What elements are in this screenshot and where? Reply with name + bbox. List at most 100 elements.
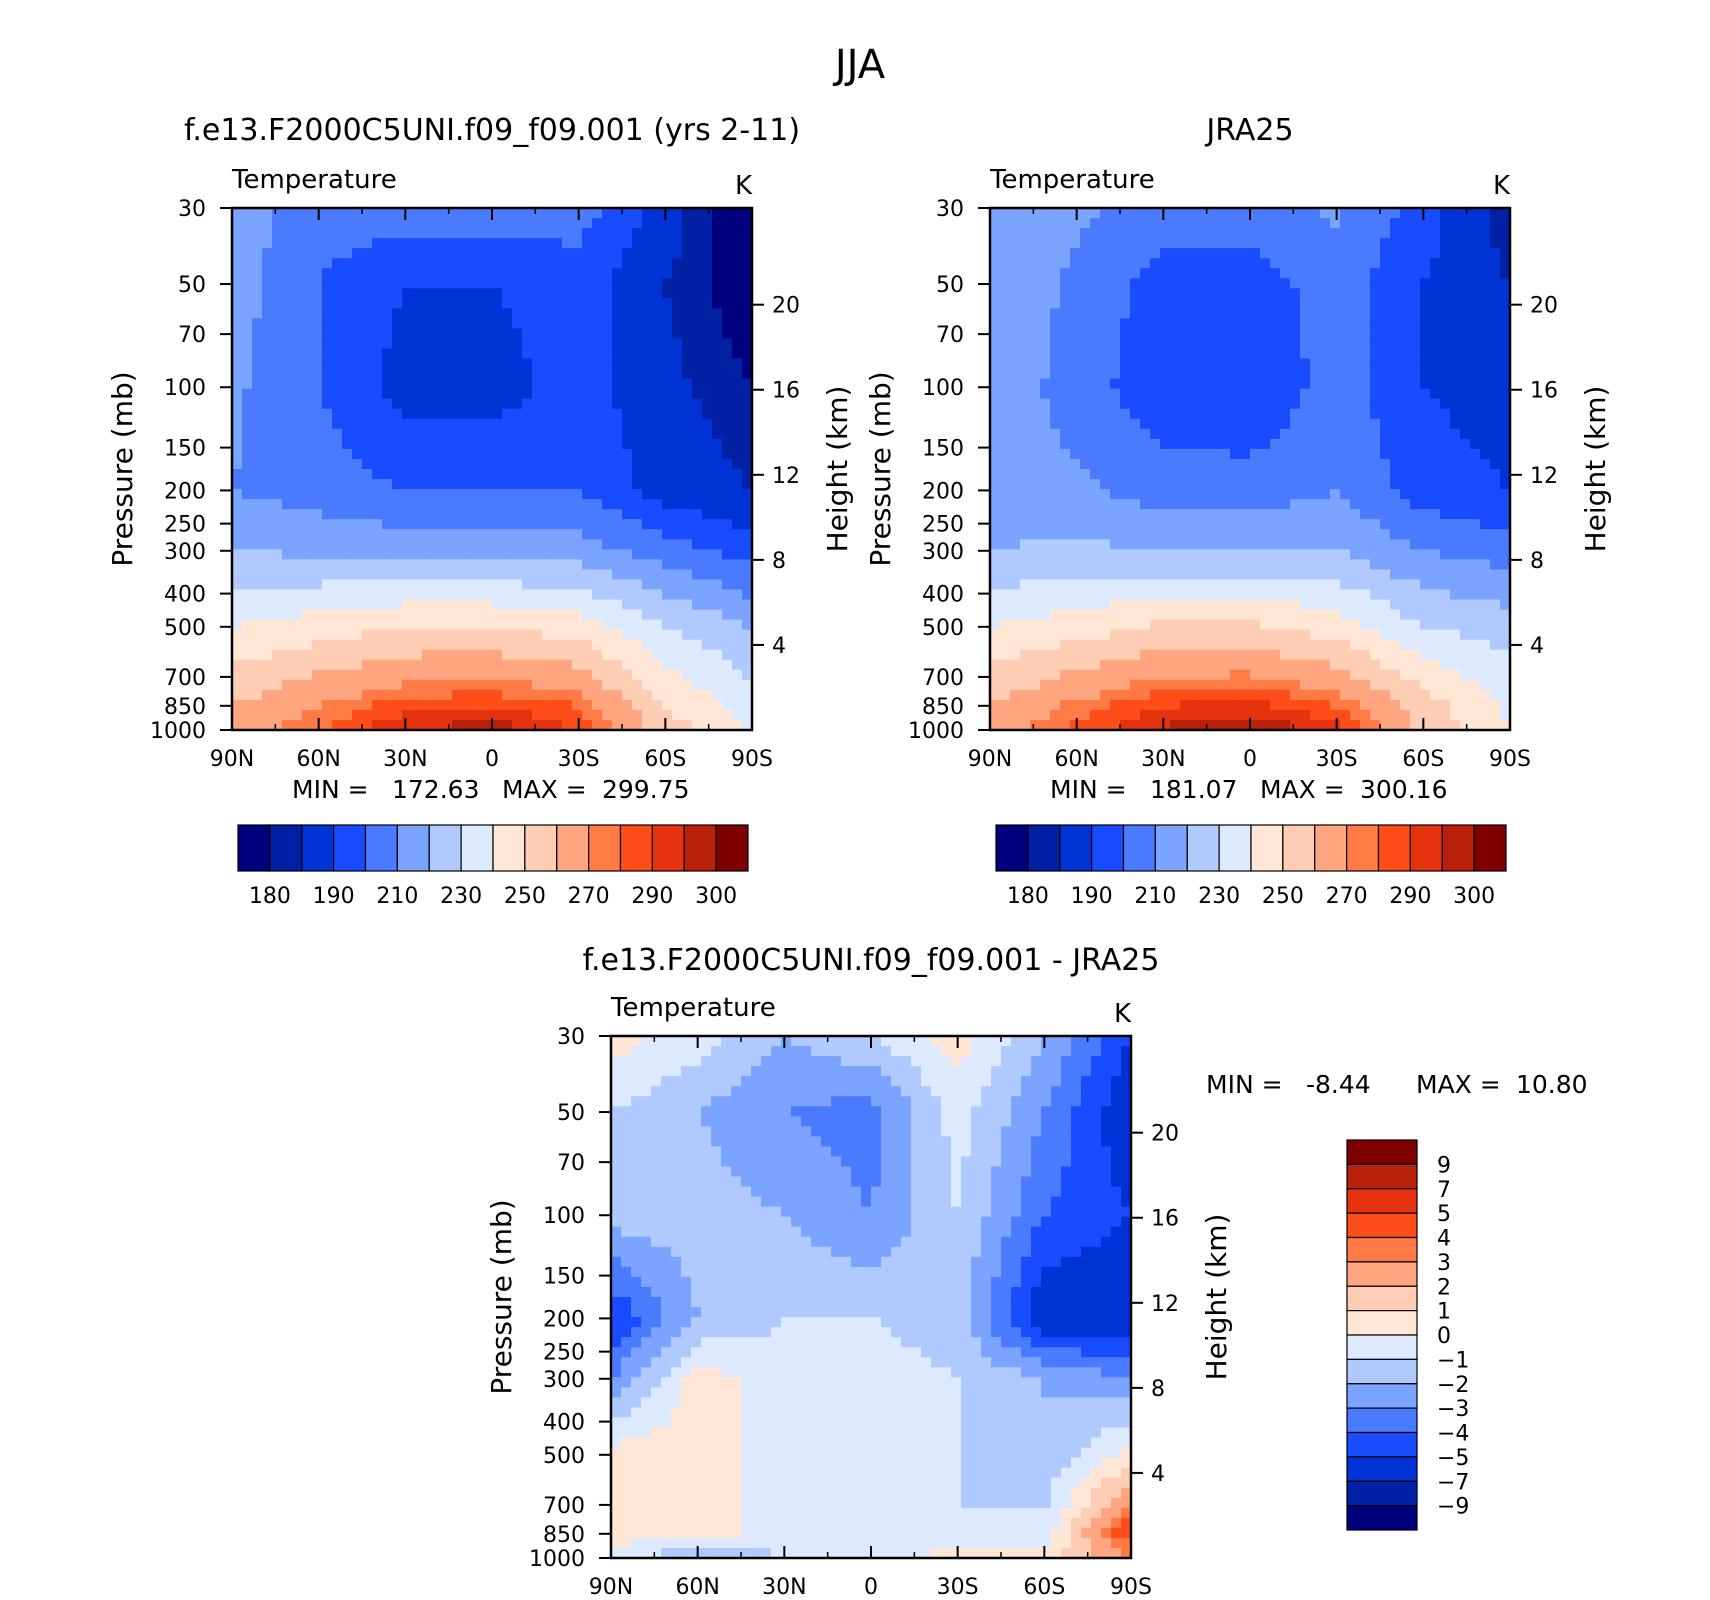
jra25-field-cell: [1160, 308, 1171, 320]
jra25-field-cell: [1450, 519, 1461, 530]
model-field-cell: [292, 659, 303, 671]
model-field-cell: [542, 278, 553, 289]
model-field-cell: [602, 358, 613, 370]
model-field-cell: [462, 709, 473, 721]
jra25-field-cell: [1140, 348, 1151, 360]
model-field-cell: [412, 228, 423, 239]
jra25-field-cell: [1230, 408, 1241, 420]
jra25-field-cell: [1070, 258, 1081, 269]
model-field-cell: [702, 579, 713, 591]
model-field-cell: [352, 228, 363, 239]
model-field-cell: [312, 428, 323, 440]
jra25-field-cell: [1370, 308, 1381, 320]
model-field-cell: [492, 348, 503, 360]
jra25-field-cell: [1370, 619, 1381, 631]
jra25-field-cell: [1250, 398, 1261, 410]
model-field-cell: [332, 639, 343, 651]
model-field-cell: [302, 549, 313, 560]
model-field-cell: [232, 228, 243, 239]
model-field-cell: [622, 479, 633, 490]
model-field-cell: [252, 288, 263, 299]
jra25-field-cell: [1400, 549, 1411, 560]
model-field-cell: [252, 669, 263, 681]
jra25-field-cell: [1080, 438, 1091, 450]
jra25-field-cell: [1060, 308, 1071, 320]
jra25-field-cell: [1430, 308, 1441, 320]
model-field-cell: [462, 398, 473, 410]
model-field-cell: [672, 649, 683, 661]
jra25-field-cell: [1380, 228, 1391, 239]
jra25-field-cell: [1120, 569, 1131, 581]
jra25-field-cell: [1210, 479, 1221, 490]
jra25-field-cell: [1170, 489, 1181, 500]
model-field-cell: [312, 438, 323, 450]
jra25-field-cell: [1500, 559, 1511, 570]
model-field-cell: [412, 619, 423, 631]
model-field-cell: [482, 418, 493, 430]
jra25-field-cell: [1250, 559, 1261, 570]
jra25-field-cell: [1260, 519, 1271, 530]
model-field-cell: [632, 308, 643, 320]
jra25-field-cell: [1210, 408, 1221, 420]
model-field-cell: [362, 298, 373, 309]
jra25-field-cell: [1220, 288, 1231, 299]
model-field-cell: [602, 288, 613, 299]
jra25-field-cell: [1490, 218, 1501, 229]
jra25-field-cell: [1100, 358, 1111, 370]
model-field-cell: [702, 278, 713, 289]
jra25-field-cell: [1480, 559, 1491, 570]
model-field-cell: [352, 238, 363, 249]
jra25-field-cell: [1090, 569, 1101, 581]
model-field-cell: [532, 699, 543, 711]
model-field-cell: [372, 569, 383, 581]
jra25-field-cell: [1270, 358, 1281, 370]
jra25-field-cell: [1490, 619, 1501, 631]
jra25-field-cell: [1040, 258, 1051, 269]
jra25-field-cell: [1340, 328, 1351, 340]
model-field-cell: [452, 619, 463, 631]
model-field-cell: [372, 479, 383, 490]
model-field-cell: [632, 318, 643, 330]
jra25-field-cell: [1050, 328, 1061, 340]
jra25-field-cell: [1170, 479, 1181, 490]
model-field-cell: [652, 719, 663, 731]
model-field-cell: [742, 549, 753, 560]
model-field-cell: [442, 228, 453, 239]
model-field-cell: [412, 258, 423, 269]
jra25-field-cell: [1290, 398, 1301, 410]
model-field-cell: [502, 388, 513, 400]
model-field-cell: [502, 659, 513, 671]
model-field-cell: [662, 278, 673, 289]
jra25-field-cell: [1320, 208, 1331, 219]
jra25-field-cell: [1230, 428, 1241, 440]
model-field-cell: [252, 408, 263, 420]
model-field-cell: [262, 398, 273, 410]
model-field-cell: [322, 529, 333, 540]
model-field-cell: [232, 499, 243, 510]
jra25-field-cell: [1110, 238, 1121, 249]
jra25-field-cell: [1440, 308, 1451, 320]
jra25-field-cell: [1200, 238, 1211, 249]
model-field-cell: [512, 599, 523, 611]
model-field-cell: [442, 559, 453, 570]
jra25-field-cell: [1230, 278, 1241, 289]
model-field-cell: [292, 338, 303, 350]
model-field-cell: [482, 368, 493, 380]
model-field-cell: [372, 709, 383, 721]
model-field-cell: [712, 489, 723, 500]
model-field-cell: [542, 619, 553, 631]
jra25-field-cell: [1380, 358, 1391, 370]
model-field-cell: [702, 659, 713, 671]
jra25-field-cell: [990, 318, 1001, 330]
model-field-cell: [442, 318, 453, 330]
model-field-cell: [342, 549, 353, 560]
jra25-field-cell: [1430, 539, 1441, 550]
jra25-field-cell: [1110, 428, 1121, 440]
model-field-cell: [672, 458, 683, 470]
jra25-field-cell: [1140, 589, 1151, 601]
jra25-field-cell: [1240, 469, 1251, 480]
model-field-cell: [682, 308, 693, 320]
jra25-field-cell: [1260, 268, 1271, 279]
jra25-field-cell: [1420, 458, 1431, 470]
model-field-cell: [272, 599, 283, 611]
